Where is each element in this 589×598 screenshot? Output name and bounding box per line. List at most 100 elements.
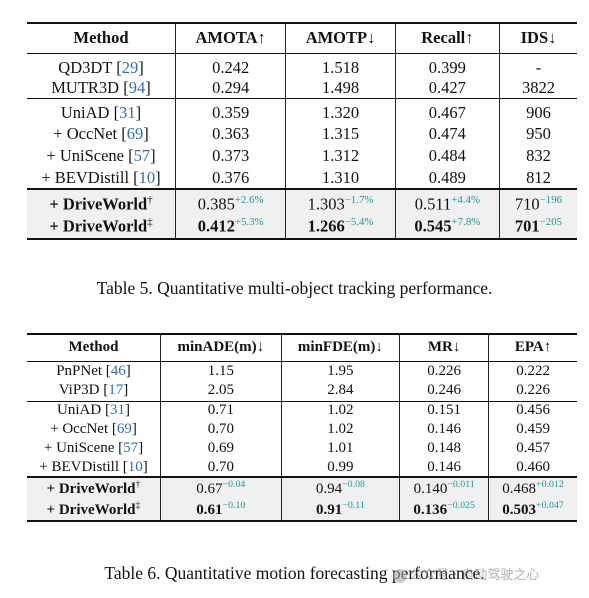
- table-row-ours: + DriveWorld† 0.385+2.6% 1.303−1.7% 0.51…: [27, 189, 577, 215]
- citation-link[interactable]: 17: [108, 382, 124, 399]
- value-cell: 0.226: [516, 382, 550, 399]
- value-cell: 0.70: [160, 420, 282, 439]
- citation-link[interactable]: 57: [133, 146, 151, 165]
- delta-badge: −0.10: [222, 500, 246, 511]
- value-cell: -: [535, 57, 542, 77]
- citation-link[interactable]: 94: [128, 77, 146, 97]
- table-row: + OccNet [69] 0.363 1.315 0.474 950: [27, 123, 577, 145]
- method-cell: + DriveWorld‡: [27, 499, 161, 521]
- value-cell: 0.427: [395, 77, 500, 99]
- value-cell: 0.222: [516, 362, 550, 379]
- citation-link[interactable]: 10: [127, 458, 143, 475]
- value-cell: 0.242: [175, 53, 287, 78]
- value-cell: 906: [526, 103, 551, 122]
- table-row-ours: + DriveWorld‡ 0.61−0.10 0.91−0.11 0.136−…: [27, 499, 577, 521]
- value-cell: 0.484: [395, 145, 500, 167]
- value-cell: 1.95: [281, 361, 401, 381]
- value-cell: 2.05: [160, 381, 282, 401]
- value-cell: 0.151: [399, 401, 490, 420]
- value-cell: 1.315: [285, 123, 396, 145]
- method-cell: + BEVDistill [10]: [27, 167, 176, 189]
- table-row: QD3DT [29] 0.242 1.518 0.399 -: [27, 53, 577, 78]
- value-cell: 0.71: [160, 401, 282, 420]
- value-cell: 0.456: [516, 402, 550, 419]
- value-cell: 0.359: [175, 98, 287, 123]
- delta-badge: −0.11: [342, 500, 365, 511]
- value-cell: 0.61−0.10: [160, 499, 282, 521]
- table-5-caption: Table 5. Quantitative multi-object track…: [96, 278, 493, 298]
- value-cell: 0.140−0.011: [399, 477, 490, 499]
- method-cell: + BEVDistill [10]: [27, 458, 161, 477]
- value-cell: 0.146: [399, 458, 490, 477]
- value-cell: 812: [526, 167, 551, 187]
- delta-badge: −1.7%: [344, 194, 374, 206]
- value-cell: 2.84: [281, 381, 401, 401]
- table-row: ViP3D [17] 2.05 2.84 0.246 0.226: [27, 381, 577, 401]
- delta-badge: −0.025: [447, 500, 475, 511]
- header-minade: minADE(m)↓: [160, 334, 282, 361]
- delta-badge: +5.3%: [234, 215, 264, 228]
- method-cell: MUTR3D [94]: [27, 77, 176, 99]
- header-row: Method minADE(m)↓ minFDE(m)↓ MR↓ EPA↑: [27, 334, 577, 361]
- table-5: Method AMOTA↑ AMOTP↓ Recall↑ IDS↓ QD3DT …: [27, 22, 577, 240]
- header-recall: Recall↑: [395, 23, 500, 53]
- delta-badge: +0.012: [536, 479, 564, 490]
- value-cell: 0.468+0.012: [502, 479, 564, 497]
- header-mr: MR↓: [399, 334, 490, 361]
- citation-link[interactable]: 69: [116, 421, 132, 437]
- value-cell: 0.70: [160, 458, 282, 477]
- table-6: Method minADE(m)↓ minFDE(m)↓ MR↓ EPA↑ Pn…: [27, 333, 577, 522]
- value-cell: 1.266−5.4%: [285, 214, 396, 239]
- value-cell: 0.94−0.08: [281, 477, 401, 499]
- citation-link[interactable]: 46: [110, 362, 126, 379]
- value-cell: 1.02: [281, 401, 401, 420]
- header-amota: AMOTA↑: [175, 23, 287, 53]
- value-cell: 0.376: [175, 167, 287, 189]
- method-cell: + DriveWorld†: [27, 189, 176, 215]
- table-row: PnPNet [46] 1.15 1.95 0.226 0.222: [27, 361, 577, 381]
- citation-link[interactable]: 57: [123, 440, 139, 456]
- method-cell: UniAD [31]: [27, 401, 161, 420]
- table-row-ours: + DriveWorld† 0.67−0.04 0.94−0.08 0.140−…: [27, 477, 577, 499]
- value-cell: 0.294: [175, 77, 287, 99]
- value-cell: 0.67−0.04: [160, 477, 282, 499]
- value-cell: 0.467: [395, 98, 500, 123]
- citation-link[interactable]: 29: [121, 57, 139, 77]
- value-cell: 0.373: [175, 145, 287, 167]
- delta-badge: +2.6%: [234, 194, 264, 206]
- table-row: MUTR3D [94] 0.294 1.498 0.427 3822: [27, 77, 577, 99]
- value-cell: 0.385+2.6%: [175, 189, 287, 215]
- method-cell: UniAD [31]: [27, 98, 176, 123]
- delta-badge: +4.4%: [451, 194, 481, 206]
- method-cell: + DriveWorld†: [27, 477, 161, 499]
- value-cell: 1.312: [285, 145, 396, 167]
- header-epa: EPA↑: [514, 339, 552, 356]
- delta-badge: −5.4%: [344, 215, 374, 228]
- table-6-caption: Table 6. Quantitative motion forecasting…: [104, 563, 485, 583]
- method-cell: + UniScene [57]: [27, 439, 161, 458]
- value-cell: 0.146: [399, 420, 490, 439]
- value-cell: 1.303−1.7%: [285, 189, 396, 215]
- header-method: Method: [27, 334, 161, 361]
- citation-link[interactable]: 69: [126, 124, 144, 143]
- value-cell: 832: [526, 146, 551, 165]
- citation-link[interactable]: 31: [119, 103, 136, 122]
- citation-link[interactable]: 10: [138, 167, 156, 187]
- value-cell: 1.15: [160, 361, 282, 381]
- value-cell: 0.136−0.025: [399, 499, 490, 521]
- table-row-ours: + DriveWorld‡ 0.412+5.3% 1.266−5.4% 0.54…: [27, 214, 577, 239]
- table-row: + UniScene [57] 0.69 1.01 0.148 0.457: [27, 439, 577, 458]
- header-method: Method: [27, 23, 176, 53]
- header-amotp: AMOTP↓: [285, 23, 396, 53]
- table-row: + UniScene [57] 0.373 1.312 0.484 832: [27, 145, 577, 167]
- value-cell: 0.363: [175, 123, 287, 145]
- method-cell: ViP3D [17]: [27, 381, 161, 401]
- delta-badge: +7.8%: [451, 215, 481, 228]
- citation-link[interactable]: 31: [109, 402, 125, 419]
- value-cell: 1.02: [281, 420, 401, 439]
- header-ids: IDS↓: [520, 28, 557, 48]
- method-cell: + OccNet [69]: [27, 420, 161, 439]
- header-row: Method AMOTA↑ AMOTP↓ Recall↑ IDS↓: [27, 23, 577, 53]
- delta-badge: −0.08: [342, 479, 365, 490]
- value-cell: 1.320: [285, 98, 396, 123]
